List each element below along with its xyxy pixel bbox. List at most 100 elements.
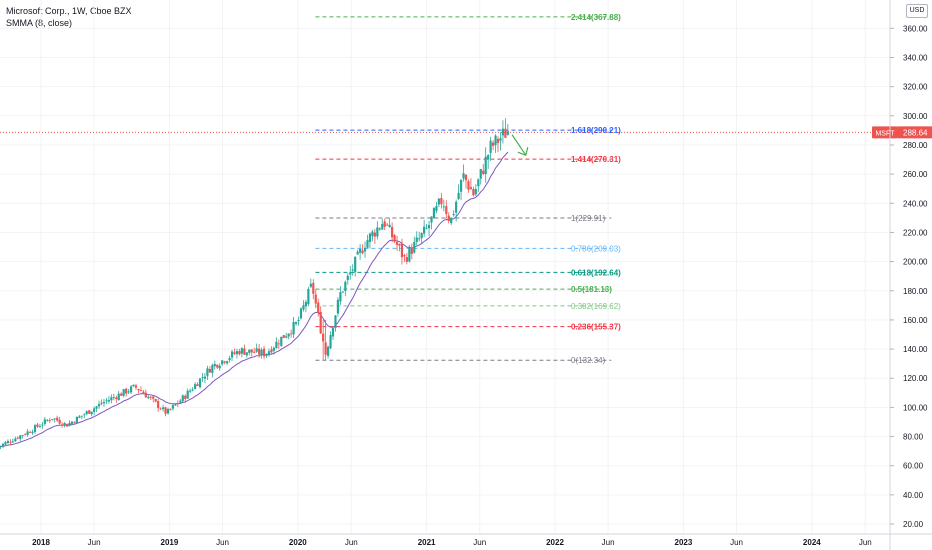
x-tick-label: 2023 [675,538,693,547]
y-tick-label: 180.00 [903,287,928,296]
candle-body [285,336,288,338]
candle-body [26,431,29,435]
candle-body [450,217,453,224]
candle-body [319,311,322,334]
candle-body [344,281,347,291]
candle-body [376,227,379,237]
candle-body [363,247,367,252]
candle-body [381,223,384,230]
candle-body [250,349,253,353]
candle-body [432,208,436,219]
chart-title: Microsoft Corp., 1W, Cboe BZX [6,6,132,16]
candle-body [358,249,362,253]
candle-body [427,224,431,229]
fib-label: 0(132.34) [571,356,606,365]
y-tick-label: 20.00 [903,520,924,529]
candle-body [213,363,216,367]
candle-body [9,441,12,443]
fib-label: 0.5(181.13) [571,285,612,294]
x-tick-label: Jun [859,538,872,547]
y-tick-label: 260.00 [903,170,928,179]
candle-body [408,247,411,262]
candle-body [341,291,344,293]
fib-label: 0.618(192.64) [571,268,621,277]
y-tick-label: 120.00 [903,374,928,383]
candle-body [235,351,239,355]
candle-body [398,244,401,246]
candle-body [484,156,487,175]
candle-body [105,400,108,402]
candle-body [100,402,103,404]
candle-body [122,389,125,396]
candle-body [43,419,46,424]
candle-body [307,288,310,305]
candle-body [110,397,113,401]
candle-body [403,255,406,257]
x-tick-label: 2018 [32,538,50,547]
candle-body [245,352,248,356]
candle-body [95,406,98,409]
candle-body [356,251,359,255]
candle-body [304,301,308,307]
y-tick-label: 100.00 [903,403,928,412]
candle-body [302,305,305,310]
candle-body [80,415,83,417]
y-tick-label: 40.00 [903,491,924,500]
candle-body [33,425,37,433]
candle-body [258,348,261,355]
candle-body [294,322,298,324]
candle-body [445,206,448,215]
candle-body [125,388,128,394]
candle-body [489,140,492,153]
candle-body [336,299,340,314]
candle-body [413,241,416,253]
candle-body [248,349,251,353]
y-tick-label: 340.00 [903,53,928,62]
fib-label: 1.618(290.21) [571,126,621,135]
candle-body [270,349,273,353]
candle-body [58,419,61,424]
candle-body [297,320,300,322]
candle-body [322,333,325,342]
x-tick-label: 2024 [803,538,821,547]
candle-body [85,411,88,415]
candle-body [90,411,93,415]
candle-body [280,336,283,346]
candle-body [371,231,374,237]
candle-body [373,232,376,237]
candle-body [459,179,463,192]
candle-body [38,426,42,428]
currency-button[interactable]: USD [906,4,928,18]
x-tick-label: 2019 [161,538,179,547]
candle-body [506,131,509,135]
last-price-line: MSFT 288.64 [0,126,932,139]
candle-body [179,400,182,403]
y-tick-label: 160.00 [903,316,928,325]
symbol-tag [872,126,898,139]
fib-label: 0.786(209.03) [571,244,621,253]
candle-body [112,397,115,398]
candle-body [309,283,312,287]
candle-body [198,378,202,388]
candle-body [97,403,101,407]
arrow-head [517,147,529,156]
candle-body [482,170,485,174]
candle-body [272,347,276,351]
candle-body [102,402,106,404]
candle-body [159,408,162,410]
candle-body [193,384,197,390]
candle-body [63,422,66,425]
candle-body [469,187,473,190]
candle-body [41,424,44,426]
candle-body [166,408,170,414]
candle-body [410,248,413,254]
candle-body [267,351,271,356]
candle-body [238,351,241,355]
candle-body [88,410,91,414]
candle-body [61,424,64,426]
candle-body [395,242,399,246]
candle-body [292,321,295,335]
candle-body [442,206,445,208]
candle-body [418,238,421,240]
